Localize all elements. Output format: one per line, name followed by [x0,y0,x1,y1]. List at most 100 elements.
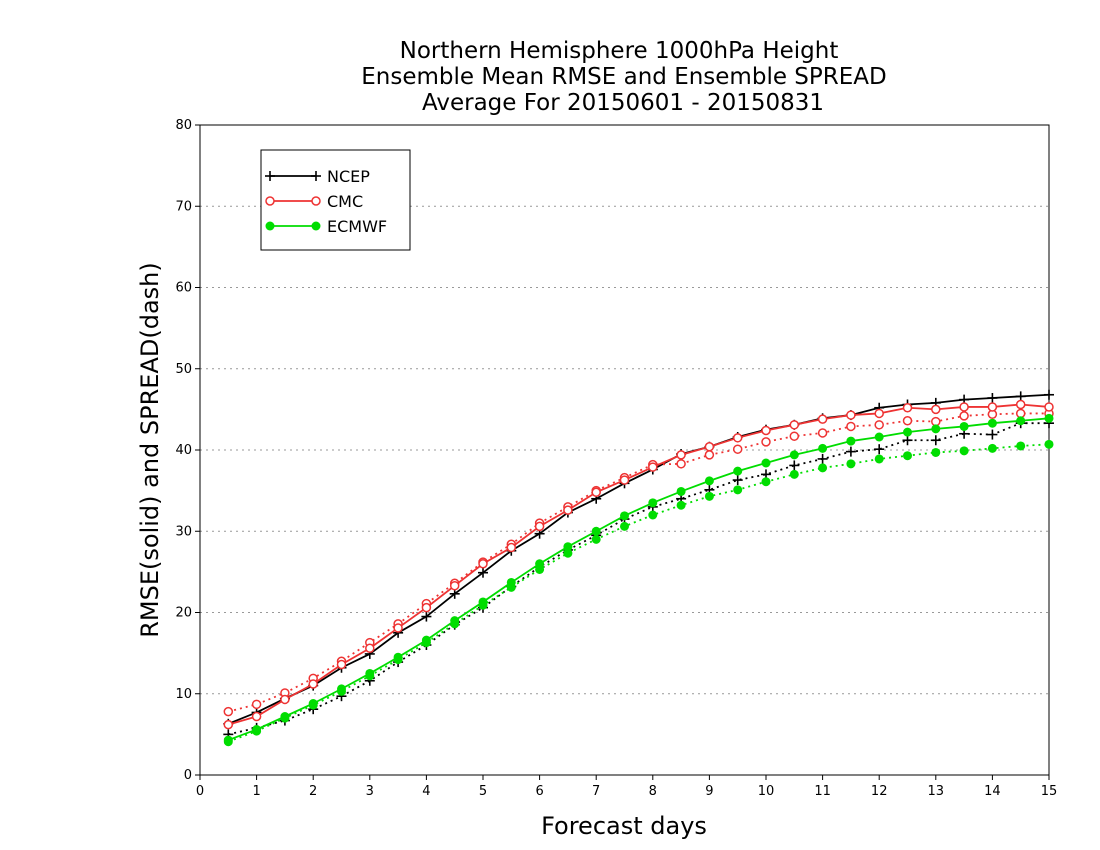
cmc-rmse-point [676,450,686,460]
cmc-spread-point [846,421,856,432]
ncep-rmse-point [987,393,998,403]
x-tick-label: 2 [309,784,317,799]
ecmwf-rmse-point [393,652,403,662]
cmc-rmse-point [308,679,318,689]
ecmwf-rmse-point [733,466,743,476]
ecmwf-spread-point [1044,439,1054,449]
cmc-spread-point [732,444,743,454]
y-tick-label: 80 [175,118,192,133]
cmc-spread-point [223,706,234,717]
cmc-rmse-point [365,643,375,653]
cmc-spread-point [902,416,913,426]
x-tick-label: 12 [871,784,888,799]
x-tick-label: 7 [592,784,600,799]
cmc-rmse-point [1044,402,1054,412]
ecmwf-spread-point [620,521,629,531]
x-tick-label: 14 [984,784,1001,799]
ecmwf-spread-point [874,454,884,464]
cmc-rmse-point [1015,399,1026,410]
cmc-rmse-point [902,403,913,413]
x-tick-label: 10 [758,784,775,799]
ecmwf-spread-point [1016,441,1026,451]
ecmwf-rmse-point [365,668,375,678]
legend-marker-ecmwf [311,221,321,231]
cmc-rmse-point [478,559,488,569]
ecmwf-rmse-point [1044,413,1054,423]
y-tick-label: 70 [175,199,192,214]
cmc-spread-point [676,459,686,469]
cmc-rmse-line [228,403,1050,726]
cmc-rmse-point [732,433,743,443]
ncep-spread-point [732,475,743,486]
ecmwf-rmse-point [987,418,997,428]
x-tick-label: 6 [535,784,543,799]
cmc-rmse-point [591,487,601,497]
ncep-rmse-point [1015,391,1026,402]
y-tick-label: 60 [175,281,192,296]
ecmwf-rmse-point [648,498,658,508]
ecmwf-rmse-point [308,699,318,708]
ecmwf-rmse-point [1016,416,1026,426]
cmc-spread-point [959,411,969,421]
ecmwf-spread-line [227,443,1050,743]
x-axis-label: Forecast days [541,812,707,840]
cmc-spread-point [251,699,262,710]
ncep-spread-point [874,444,885,455]
cmc-rmse-point [449,580,460,591]
ecmwf-rmse-point [421,635,431,645]
ecmwf-spread-point [676,500,686,510]
cmc-rmse-point [959,402,969,412]
ncep-spread-point [817,453,828,464]
cmc-rmse-point [931,404,941,415]
ecmwf-rmse-point [676,486,686,496]
legend-box [260,149,411,251]
ecmwf-rmse-point [959,421,969,431]
ecmwf-spread-point [563,548,573,558]
cmc-spread-point [931,416,941,427]
cmc-rmse-point [336,659,347,670]
cmc-rmse-point [534,521,545,532]
title-line-1: Northern Hemisphere 1000hPa Height [400,38,839,64]
cmc-rmse-point [987,402,998,412]
ecmwf-rmse-point [591,526,601,536]
legend-label-cmc: CMC [327,192,363,211]
ecmwf-rmse-point [337,684,346,694]
cmc-spread-point [704,450,715,460]
legend-marker-cmc [311,196,321,206]
cmc-rmse-point [761,425,771,436]
cmc-rmse-point [619,475,630,485]
ecmwf-spread-point [733,485,743,495]
ecmwf-spread-point [903,451,912,461]
cmc-spread-point [1015,408,1026,419]
ecmwf-rmse-line [227,417,1050,741]
title-line-3: Average For 20150601 - 20150831 [422,90,824,116]
cmc-rmse-point [789,420,800,430]
ecmwf-spread-point [846,459,856,469]
legend-marker-ncep [311,171,321,181]
ecmwf-rmse-point [761,458,771,468]
cmc-rmse-point [223,719,234,730]
legend-marker-ecmwf [265,221,275,231]
ecmwf-rmse-point [478,597,488,607]
chart-title: Northern Hemisphere 1000hPa Height Ensem… [361,38,886,116]
cmc-rmse-point [874,408,884,419]
x-tick-label: 15 [1041,784,1058,799]
cmc-spread-point [817,428,828,438]
x-tick-label: 13 [928,784,945,799]
ncep-rmse-point [478,567,488,578]
ecmwf-spread-point [789,469,799,479]
ecmwf-rmse-point [450,616,460,626]
ecmwf-rmse-point [563,542,573,552]
y-tick-label: 30 [175,524,192,539]
ecmwf-rmse-point [903,427,912,437]
cmc-spread-point [874,420,884,430]
ecmwf-rmse-point [535,559,545,569]
ecmwf-rmse-point [223,735,233,745]
ecmwf-spread-point [959,446,969,456]
y-tick-label: 40 [175,443,192,458]
ncep-rmse-point [421,611,432,622]
ecmwf-rmse-point [704,476,714,486]
cmc-rmse-point [817,414,828,424]
x-tick-label: 3 [366,784,374,799]
ecmwf-spread-point [931,447,941,457]
